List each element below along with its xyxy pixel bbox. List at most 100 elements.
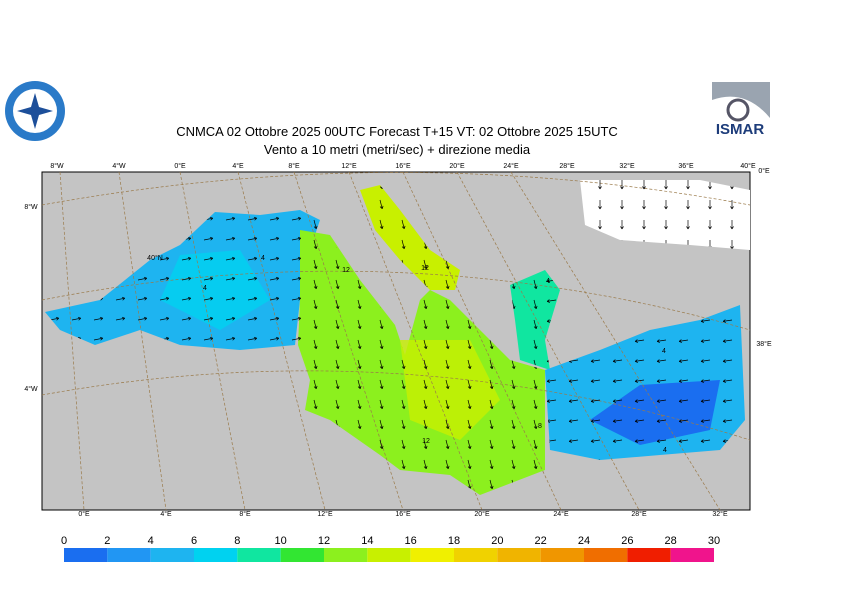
wind-arrow [159,316,170,321]
colorbar-label: 26 [621,535,633,547]
wind-arrow [335,259,340,269]
wind-arrow [700,319,711,323]
wind-arrow [642,180,646,190]
wind-arrow [181,256,192,261]
wind-arrow [708,200,712,210]
wind-arrow [489,419,494,429]
wind-arrow [379,319,384,329]
wind-arrow [445,379,450,389]
wind-arrow [656,399,667,403]
lon-label: 4°W [112,162,126,170]
wind-arrow [730,200,734,210]
wind-arrow [467,319,472,329]
wind-arrow [181,316,192,321]
wind-arrow [269,236,280,241]
wind-arrow [546,379,557,383]
wind-arrow [379,419,384,429]
wind-arrow [137,316,148,321]
wind-arrow [357,299,362,309]
wind-arrow [423,339,428,349]
logo-left [5,81,65,141]
wind-arrow [656,419,667,423]
wind-arrow [467,399,472,409]
wind-arrow [335,379,340,389]
wind-arrow [598,200,602,210]
wind-arrow [203,316,214,321]
wind-arrow [247,276,258,281]
wind-arrow [291,296,302,301]
wind-arrow [335,399,340,409]
colorbar-label: 14 [361,535,373,547]
wind-arrow [379,379,384,389]
wind-arrow [379,399,384,409]
wind-arrow [489,359,494,369]
wind-arrow [612,399,623,403]
wind-arrow [612,419,623,423]
colorbar-label: 8 [234,535,240,547]
lon-label: 12°E [341,162,357,170]
sea-east-patch [590,380,720,445]
sea-aegean [510,270,560,370]
wind-arrow [401,399,406,409]
wind-arrow [656,379,667,383]
wind-arrow [291,216,302,221]
wind-arrow [225,216,236,221]
wind-arrow [445,439,450,449]
wind-arrow [291,236,302,241]
contour-label: 4 [261,255,265,262]
wind-arrow [533,279,538,289]
colorbar-bin [107,548,151,562]
wind-arrow [568,399,579,403]
wind-arrow [423,379,428,389]
wind-arrow [379,219,384,229]
wind-arrow [708,220,712,230]
wind-arrow [678,439,689,443]
wind-arrow [423,439,428,449]
wind-arrow [269,276,280,281]
wind-arrow [511,359,516,369]
wind-arrow [489,399,494,409]
wind-arrow [335,299,340,309]
wind-arrow [620,180,624,190]
wind-arrow [401,239,406,249]
wind-arrow [656,359,667,363]
wind-arrow [313,319,318,329]
wind-arrow [159,256,170,261]
wind-arrow [489,339,494,349]
lon-label: 16°E [395,162,411,170]
map: 4 4 12 12 4 4 8 12 4 40°N [41,171,751,511]
wind-arrow [269,296,280,301]
wind-arrow [467,339,472,349]
colorbar-bin [280,548,324,562]
wind-arrow [137,276,148,281]
colorbar-bin [454,548,498,562]
lon-label: 8°E [239,510,251,518]
colorbar-bin [410,548,454,562]
wind-arrow [357,379,362,389]
colorbar-label: 20 [491,535,503,547]
lon-label: 0°E [174,162,186,170]
wind-arrow [313,379,318,389]
logo-right: ISMAR [708,80,770,140]
wind-arrow [423,419,428,429]
wind-arrow [269,216,280,221]
wind-arrow [489,439,494,449]
wind-arrow [700,439,711,443]
lat-label: 38°E [756,340,772,348]
wind-arrow [664,180,668,190]
wind-arrow [546,299,557,303]
wind-arrow [686,180,690,190]
graticule [59,171,721,511]
wind-arrow [700,359,711,363]
colorbar-label: 22 [535,535,547,547]
wind-arrow [568,439,579,443]
wind-arrow [568,419,579,423]
subtitle: Vento a 10 metri (metri/sec) + direzione… [264,142,531,157]
wind-arrow [225,296,236,301]
wind-arrow [590,419,601,423]
wind-arrow [730,220,734,230]
wind-arrow [335,279,340,289]
wind-arrow [379,339,384,349]
title: CNMCA 02 Ottobre 2025 00UTC Forecast T+1… [176,124,618,139]
wind-arrow [225,336,236,341]
